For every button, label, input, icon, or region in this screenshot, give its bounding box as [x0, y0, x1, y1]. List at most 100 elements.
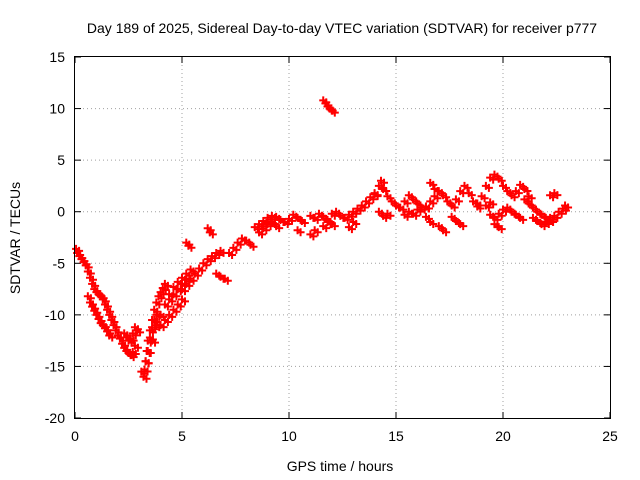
- data-point: [151, 325, 160, 334]
- data-point: [467, 191, 476, 200]
- data-point: [168, 312, 177, 321]
- data-point: [288, 216, 296, 225]
- data-point: [510, 193, 519, 202]
- y-tick-label: 0: [57, 204, 65, 220]
- data-point: [133, 343, 142, 352]
- y-tick-label: 5: [57, 152, 65, 168]
- data-point: [202, 261, 211, 270]
- data-point: [540, 212, 549, 221]
- data-point: [514, 189, 523, 198]
- data-point: [484, 203, 493, 212]
- data-point: [208, 230, 217, 239]
- data-point: [536, 209, 545, 218]
- data-point: [412, 211, 421, 220]
- data-point: [181, 297, 189, 306]
- data-point: [163, 302, 172, 311]
- data-point: [523, 187, 532, 196]
- data-point: [382, 187, 391, 196]
- data-point: [347, 225, 356, 234]
- data-point: [429, 220, 438, 229]
- data-point: [497, 176, 506, 185]
- data-point: [489, 212, 498, 221]
- data-point: [228, 250, 237, 259]
- data-point: [262, 226, 271, 235]
- data-point: [450, 203, 459, 212]
- data-point: [373, 191, 382, 200]
- data-point: [369, 195, 378, 204]
- x-tick-labels: 0 5 10 15 20 25: [71, 428, 618, 444]
- data-point: [497, 211, 506, 220]
- x-tick-label: 10: [281, 428, 297, 444]
- data-point: [172, 307, 181, 316]
- data-point: [181, 287, 189, 296]
- y-tick-label: 10: [49, 101, 65, 117]
- data-point: [193, 271, 202, 280]
- data-point: [210, 254, 219, 263]
- data-point: [519, 215, 528, 224]
- data-point: [232, 245, 241, 254]
- data-point: [187, 243, 196, 252]
- x-tick-label: 5: [178, 428, 186, 444]
- y-tick-labels: -20 -15 -10 -5 0 5 10 15: [45, 49, 65, 426]
- data-point: [275, 224, 284, 233]
- data-point: [215, 271, 224, 280]
- data-point: [459, 222, 468, 231]
- data-point: [159, 323, 168, 332]
- axis-ticks: [74, 56, 611, 419]
- data-point: [347, 212, 356, 221]
- data-point: [429, 180, 438, 189]
- data-point: [514, 212, 523, 221]
- data-point: [108, 333, 117, 342]
- data-point: [356, 206, 365, 215]
- data-point: [185, 281, 194, 290]
- data-point: [163, 318, 172, 327]
- data-point: [343, 215, 352, 224]
- y-tick-label: -20: [45, 410, 65, 426]
- data-point: [497, 225, 506, 234]
- data-point: [249, 242, 258, 251]
- data-points: [72, 96, 573, 383]
- x-axis-title: GPS time / hours: [287, 458, 394, 474]
- data-point: [283, 220, 292, 229]
- data-point: [549, 193, 558, 202]
- data-point: [223, 276, 232, 285]
- data-point: [275, 214, 284, 223]
- data-point: [168, 297, 177, 306]
- y-tick-label: -5: [53, 255, 66, 271]
- data-point: [403, 212, 412, 221]
- data-point: [553, 191, 562, 200]
- data-point: [258, 230, 267, 239]
- data-point: [236, 240, 245, 249]
- data-point: [454, 197, 463, 206]
- data-point: [484, 183, 493, 192]
- data-point: [399, 205, 408, 214]
- data-point: [300, 218, 309, 227]
- data-point: [463, 183, 472, 192]
- data-point: [131, 331, 140, 340]
- data-point: [352, 209, 361, 218]
- grid-lines: [75, 57, 610, 418]
- data-point: [553, 213, 562, 222]
- data-point: [198, 266, 207, 275]
- data-point: [442, 228, 451, 237]
- data-point: [386, 211, 395, 220]
- data-point: [382, 213, 391, 222]
- data-point: [131, 349, 140, 358]
- data-point: [527, 194, 536, 203]
- data-point: [330, 222, 339, 231]
- data-point: [433, 194, 442, 203]
- data-point: [292, 212, 301, 221]
- data-point: [151, 338, 160, 347]
- data-point: [360, 203, 369, 212]
- data-point: [317, 211, 326, 220]
- data-point: [172, 292, 181, 301]
- data-point: [429, 199, 438, 208]
- y-tick-label: -15: [45, 358, 65, 374]
- y-tick-label: 15: [49, 49, 65, 65]
- x-tick-label: 25: [602, 428, 618, 444]
- data-point: [176, 302, 185, 311]
- data-point: [309, 232, 318, 241]
- data-point: [296, 228, 305, 237]
- data-point: [433, 187, 442, 196]
- y-tick-label: -10: [45, 307, 65, 323]
